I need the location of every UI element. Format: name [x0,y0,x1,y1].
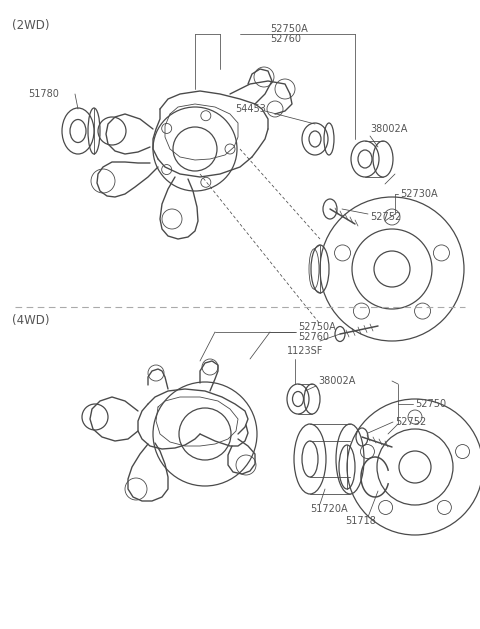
Text: 54453: 54453 [235,104,266,114]
Text: 52752: 52752 [395,417,426,427]
Text: 52760: 52760 [270,34,301,44]
Text: 52752: 52752 [370,212,401,222]
Text: 51780: 51780 [28,89,59,99]
Text: 1123SF: 1123SF [287,346,323,356]
Text: 52750: 52750 [415,399,446,409]
Text: 52730A: 52730A [400,189,438,199]
Text: 52760: 52760 [298,332,329,342]
Text: 52750A: 52750A [298,322,336,332]
Text: 38002A: 38002A [370,124,408,134]
Text: 51718: 51718 [345,516,376,526]
Text: (4WD): (4WD) [12,314,49,327]
Text: 52750A: 52750A [270,24,308,34]
Text: 51720A: 51720A [310,504,348,514]
Text: 38002A: 38002A [318,376,355,386]
Text: (2WD): (2WD) [12,19,49,32]
